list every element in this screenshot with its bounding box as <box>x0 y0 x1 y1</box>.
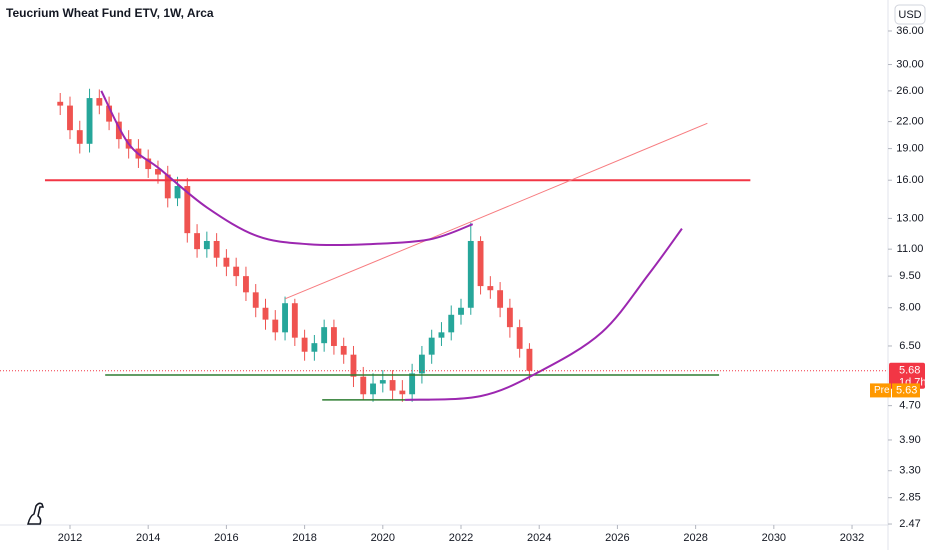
candle-body <box>526 348 533 371</box>
x-tick-label: 2024 <box>527 532 551 544</box>
candle-body <box>282 303 288 333</box>
candle-body <box>164 174 171 199</box>
y-tick-label: 22.00 <box>896 116 924 128</box>
y-tick-label: 3.30 <box>899 465 920 477</box>
candle-body <box>418 354 425 374</box>
candle-body <box>106 105 113 122</box>
candle-body <box>311 343 318 352</box>
candle-body <box>115 121 122 140</box>
candle-body <box>467 240 474 308</box>
candle-body <box>321 327 328 344</box>
x-tick-label: 2018 <box>292 532 316 544</box>
candle-body <box>57 101 64 106</box>
y-tick-label: 9.50 <box>899 270 920 282</box>
candle-body <box>213 240 220 258</box>
candle-body <box>458 307 464 315</box>
x-tick-label: 2014 <box>136 532 160 544</box>
candle-body <box>67 105 73 131</box>
candle-body <box>272 319 279 333</box>
y-tick-label: 4.70 <box>899 400 920 412</box>
y-tick-label: 19.00 <box>896 142 924 154</box>
candle-body <box>86 98 93 144</box>
candle-body <box>184 186 191 234</box>
y-tick-label: 26.00 <box>896 85 924 97</box>
y-tick-label: 2.85 <box>899 492 920 504</box>
candle-body <box>497 290 504 308</box>
candle-body <box>262 307 269 320</box>
candle-body <box>409 373 416 395</box>
candle-body <box>516 327 523 349</box>
candle-body <box>438 332 445 338</box>
candle-body <box>340 345 347 355</box>
currency-button[interactable] <box>894 4 926 25</box>
candle-body <box>145 158 152 170</box>
last-price-tag <box>889 362 925 389</box>
logo <box>27 502 45 525</box>
premarket-price-label: 5.63 <box>896 384 917 396</box>
y-tick-label: 36.00 <box>896 25 924 37</box>
x-tick-label: 2012 <box>58 532 82 544</box>
candle-body <box>223 257 230 267</box>
candle-body <box>389 380 396 391</box>
candle-body <box>203 240 210 250</box>
y-tick-label: 8.00 <box>899 302 920 314</box>
candle-body <box>252 292 259 308</box>
candle-body <box>379 380 386 384</box>
trend-drawing <box>284 122 708 300</box>
premarket-label: Pre <box>874 385 890 396</box>
x-tick-label: 2016 <box>214 532 238 544</box>
x-tick-label: 2020 <box>371 532 395 544</box>
candle-body <box>506 307 513 328</box>
x-tick-label: 2032 <box>840 532 864 544</box>
candle-body <box>477 240 484 287</box>
y-tick-label: 16.00 <box>896 174 924 186</box>
y-tick-label: 2.47 <box>899 518 920 530</box>
premarket-tag <box>870 383 891 398</box>
candle-body <box>155 169 161 175</box>
x-tick-label: 2030 <box>762 532 786 544</box>
x-tick-label: 2028 <box>683 532 707 544</box>
drawings <box>0 90 888 401</box>
y-tick-label: 30.00 <box>896 58 924 70</box>
candle-body <box>301 337 308 352</box>
y-tick-label: 13.00 <box>896 212 924 224</box>
x-tick-label: 2022 <box>449 532 473 544</box>
y-tick-label: 11.00 <box>897 243 924 255</box>
trend-drawing <box>405 228 683 401</box>
trend-drawing <box>100 90 474 247</box>
candle-body <box>360 376 367 395</box>
candle-body <box>330 327 337 346</box>
chart-title: Teucrium Wheat Fund ETV, 1W, Arca <box>6 6 214 20</box>
candle-body <box>174 186 181 199</box>
x-tick-label: 2026 <box>605 532 629 544</box>
candle-body <box>399 390 406 395</box>
candle-body <box>76 130 83 144</box>
candle-body <box>194 233 201 250</box>
candle-body <box>487 286 494 291</box>
candle-body <box>428 337 435 355</box>
candle-body <box>448 314 455 333</box>
candle-body <box>370 383 376 395</box>
premarket-price-tag <box>892 383 920 398</box>
last-price-label: 5.68 <box>899 365 920 377</box>
y-tick-label: 6.50 <box>899 340 920 352</box>
currency-label[interactable]: USD <box>898 9 921 21</box>
candle-body <box>243 276 249 293</box>
candle-body <box>96 98 103 106</box>
y-tick-label: 3.90 <box>899 434 920 446</box>
candle-body <box>291 303 298 338</box>
candle-body <box>233 266 240 277</box>
grid <box>69 30 892 529</box>
candle-body <box>350 354 357 377</box>
